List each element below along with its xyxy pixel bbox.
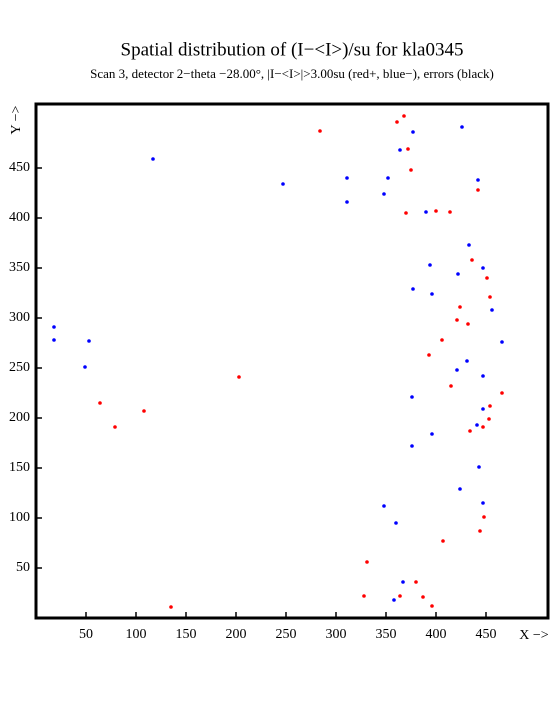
x-tick-label: 350 (376, 627, 397, 642)
plot-frame (34, 102, 550, 620)
point (481, 425, 485, 429)
point (467, 243, 471, 247)
point (411, 130, 415, 134)
point (481, 407, 485, 411)
point (456, 272, 460, 276)
point (87, 339, 91, 343)
point (424, 210, 428, 214)
point (477, 465, 481, 469)
point (392, 598, 396, 602)
point (481, 266, 485, 270)
point (398, 148, 402, 152)
point (237, 375, 241, 379)
point (169, 605, 173, 609)
point (470, 258, 474, 262)
x-tick-label: 100 (126, 627, 147, 642)
chart-subtitle: Scan 3, detector 2−theta −28.00°, |I−<I>… (90, 66, 494, 81)
point (441, 539, 445, 543)
point (382, 192, 386, 196)
point (485, 276, 489, 280)
point (466, 322, 470, 326)
y-tick-label: 50 (16, 560, 30, 575)
point (345, 200, 349, 204)
x-tick-label: 200 (226, 627, 247, 642)
x-tick-label: 450 (476, 627, 497, 642)
y-tick-label: 400 (9, 210, 30, 225)
point (382, 504, 386, 508)
point (481, 501, 485, 505)
point (430, 292, 434, 296)
x-tick-label: 150 (176, 627, 197, 642)
point (365, 560, 369, 564)
y-tick-label: 250 (9, 360, 30, 375)
point (500, 340, 504, 344)
point (476, 188, 480, 192)
point (455, 368, 459, 372)
point (410, 444, 414, 448)
point (404, 211, 408, 215)
y-tick-label: 450 (9, 160, 30, 175)
point (440, 338, 444, 342)
point (458, 305, 462, 309)
point (410, 395, 414, 399)
x-tick-label: 250 (276, 627, 297, 642)
point (478, 529, 482, 533)
point (83, 365, 87, 369)
y-tick-label: 350 (9, 260, 30, 275)
point (488, 295, 492, 299)
point (488, 404, 492, 408)
point (411, 287, 415, 291)
point (427, 353, 431, 357)
point (476, 178, 480, 182)
point (113, 425, 117, 429)
point (52, 338, 56, 342)
point (481, 374, 485, 378)
point (318, 129, 322, 133)
y-tick-label: 200 (9, 410, 30, 425)
point (475, 423, 479, 427)
point (345, 176, 349, 180)
point (409, 168, 413, 172)
point (98, 401, 102, 405)
x-tick-label: 50 (79, 627, 93, 642)
point (414, 580, 418, 584)
point (434, 209, 438, 213)
point (151, 157, 155, 161)
point (490, 308, 494, 312)
point (362, 594, 366, 598)
point (421, 595, 425, 599)
point (394, 521, 398, 525)
point (430, 432, 434, 436)
point (52, 325, 56, 329)
y-tick-label: 150 (9, 460, 30, 475)
point (401, 580, 405, 584)
point (402, 114, 406, 118)
y-axis-label: Y −> (9, 105, 24, 134)
x-axis-label: X −> (519, 628, 549, 643)
point (500, 391, 504, 395)
point (448, 210, 452, 214)
point (487, 417, 491, 421)
point (406, 147, 410, 151)
point (482, 515, 486, 519)
chart-title: Spatial distribution of (I−<I>)/su for k… (121, 39, 464, 60)
x-tick-label: 300 (326, 627, 347, 642)
point (430, 604, 434, 608)
point (398, 594, 402, 598)
point (468, 429, 472, 433)
point (460, 125, 464, 129)
x-tick-label: 400 (426, 627, 447, 642)
point (395, 120, 399, 124)
point (449, 384, 453, 388)
point (281, 182, 285, 186)
point (386, 176, 390, 180)
y-tick-label: 100 (9, 510, 30, 525)
point (142, 409, 146, 413)
point (455, 318, 459, 322)
y-tick-label: 300 (9, 310, 30, 325)
point (428, 263, 432, 267)
point (458, 487, 462, 491)
point (465, 359, 469, 363)
